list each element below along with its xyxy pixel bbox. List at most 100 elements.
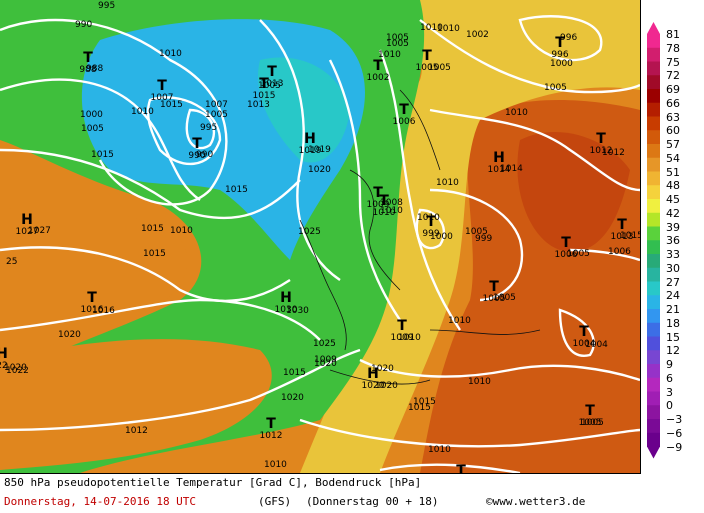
legend-tick-label: 51 [666, 165, 680, 179]
legend-band [647, 199, 660, 214]
isobar-label: 1015 [143, 249, 166, 259]
valid-date: Donnerstag, 14-07-2016 18 UTC [4, 495, 197, 508]
legend-tick-label: 21 [666, 303, 680, 316]
legend-bands [647, 22, 660, 459]
legend-tick-label: 66 [666, 96, 680, 110]
center-letter: H [21, 212, 33, 228]
center-pressure: 1004 [573, 339, 596, 349]
isobar-label: 1010 [436, 178, 459, 188]
center-letter: T [426, 214, 436, 230]
isobar-label: 1010 [420, 23, 443, 33]
legend-band [647, 391, 660, 406]
center-letter: T [379, 193, 389, 209]
legend-band [647, 89, 660, 104]
warm-atlantic-band [0, 206, 188, 360]
footer: 850 hPa pseudopotentielle Temperatur [Gr… [0, 474, 704, 513]
pressure-center-group: T988T1007T1015T1013T990H1019T1002T1005T9… [0, 35, 633, 473]
legend-tick-label: 24 [666, 289, 680, 303]
legend-band [647, 419, 660, 434]
center-letter: T [157, 78, 167, 94]
copyright[interactable]: ©www.wetter3.de [486, 495, 586, 508]
legend-band [647, 350, 660, 365]
isobar-label: 1005 [386, 33, 409, 43]
center-letter: T [561, 235, 571, 251]
legend-arrow-top [647, 22, 660, 34]
isobar-label: 996 [560, 33, 577, 43]
center-letter: T [87, 290, 97, 306]
legend-tick-label: 60 [666, 124, 680, 138]
isobar-label: 25 [6, 257, 17, 267]
isobar-label: 1020 [375, 381, 398, 391]
center-pressure: 1005 [579, 418, 602, 428]
center-letter: T [397, 318, 407, 334]
isobar-label: 1015 [408, 403, 431, 413]
center-letter: T [456, 463, 466, 473]
center-pressure: 1015 [253, 91, 276, 101]
center-letter: T [399, 102, 409, 118]
isobar-label: 1010 [170, 226, 193, 236]
center-letter: H [280, 290, 292, 306]
legend-band [647, 61, 660, 76]
legend-band [647, 102, 660, 117]
legend-tick-label: 81 [666, 28, 680, 41]
center-pressure: 1009 [367, 200, 390, 210]
center-letter: T [266, 416, 276, 432]
high-pressure-center: H22 [0, 346, 8, 371]
isobar-label: 1010 [398, 333, 421, 343]
isobar-label: 1010 [264, 460, 287, 470]
legend-arrow-bottom [647, 446, 660, 459]
legend-tick-label: 18 [666, 316, 680, 330]
center-letter: T [267, 64, 277, 80]
isobar-label: 990 [196, 150, 213, 160]
isobar-label: 1008 [380, 198, 403, 208]
center-letter: H [367, 366, 379, 382]
center-pressure: 1006 [393, 117, 416, 127]
isobar-label: 1015 [413, 397, 436, 407]
isobar-label: 1005 [581, 418, 604, 428]
isobar-label: 1020 [281, 393, 304, 403]
weather-map: 995 990 988 1000 1005 1010 1015 1007 1005 995 990 1… [0, 0, 641, 474]
center-letter: T [422, 48, 432, 64]
legend-band [647, 281, 660, 296]
center-letter: T [192, 136, 202, 152]
legend-tick-label: 48 [666, 179, 680, 193]
center-letter: T [259, 76, 269, 92]
center-pressure: 1005 [416, 63, 439, 73]
center-letter: T [373, 185, 383, 201]
isobar-label: 1010 [159, 49, 182, 59]
legend-tick-label: 69 [666, 83, 680, 96]
legend-tick-label: 12 [666, 344, 680, 358]
legend-band [647, 185, 660, 200]
cold-core [258, 57, 350, 163]
warm-south-band [0, 339, 272, 470]
legend-band [647, 157, 660, 172]
center-pressure: 1014 [488, 165, 511, 175]
legend-tick-label: 33 [666, 248, 680, 261]
center-pressure: 1020 [362, 381, 385, 391]
center-pressure: 1010 [373, 208, 396, 218]
legend-tick-label: 75 [666, 55, 680, 69]
legend-tick-label: 39 [666, 220, 680, 234]
legend-tick-label: 57 [666, 138, 680, 151]
legend-tick-label: 15 [666, 330, 680, 344]
center-letter: H [493, 150, 505, 166]
isobar-label: 1014 [500, 164, 523, 174]
isobar-label: 1010 [417, 213, 440, 223]
